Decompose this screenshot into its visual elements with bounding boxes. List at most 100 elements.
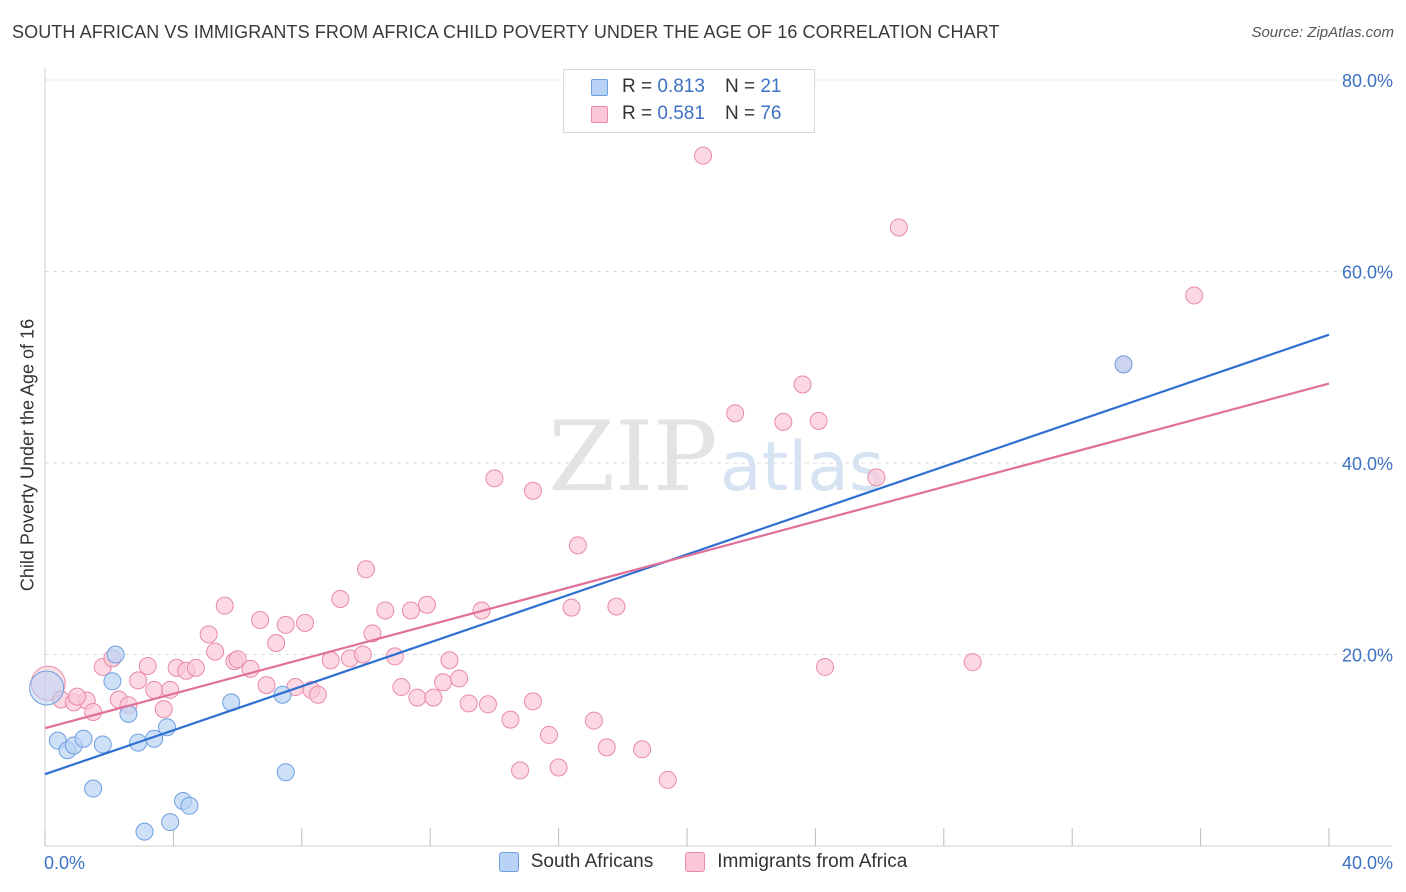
immigrants-point[interactable]: [889, 218, 908, 237]
immigrants-point[interactable]: [308, 685, 327, 704]
chart-title: SOUTH AFRICAN VS IMMIGRANTS FROM AFRICA …: [12, 22, 1000, 42]
south-africans-point[interactable]: [84, 779, 103, 798]
y-tick-label: 60.0%: [1342, 263, 1393, 283]
immigrants-point[interactable]: [267, 634, 286, 653]
immigrants-point[interactable]: [809, 411, 828, 430]
immigrants-point[interactable]: [963, 653, 982, 672]
immigrants-point[interactable]: [257, 676, 276, 695]
immigrants-point[interactable]: [357, 560, 375, 579]
legend-label-immigrants: Immigrants from Africa: [717, 851, 908, 872]
immigrants-point[interactable]: [568, 536, 587, 555]
immigrants-point[interactable]: [417, 595, 436, 614]
immigrants-point[interactable]: [726, 404, 745, 423]
immigrants-point[interactable]: [597, 738, 616, 757]
x-tick-label: 0.0%: [44, 853, 85, 873]
south-africans-point[interactable]: [1114, 355, 1133, 374]
legend-label-south-africans: South Africans: [530, 851, 654, 872]
legend-n-value: 76: [760, 103, 782, 124]
immigrants-point[interactable]: [816, 657, 835, 676]
immigrants-point[interactable]: [1185, 286, 1204, 305]
immigrants-point[interactable]: [331, 589, 350, 608]
south-africans-point[interactable]: [276, 763, 295, 782]
stats-legend: R = 0.813 N = 21 R = 0.581 N = 76: [563, 69, 815, 133]
legend-swatch-blue: [591, 78, 608, 96]
immigrants-point[interactable]: [376, 601, 395, 620]
south-africans-point[interactable]: [161, 813, 180, 832]
immigrants-point[interactable]: [694, 146, 713, 165]
immigrants-point[interactable]: [539, 725, 558, 744]
immigrants-point[interactable]: [408, 688, 427, 707]
south-africans-point[interactable]: [29, 670, 65, 706]
immigrants-point[interactable]: [296, 613, 315, 632]
y-axis-label: Child Poverty Under the Age of 16: [17, 318, 38, 592]
immigrants-point[interactable]: [450, 669, 469, 688]
immigrants-point[interactable]: [501, 710, 520, 729]
legend-n-value: 21: [760, 76, 782, 97]
immigrants-point[interactable]: [353, 645, 372, 664]
y-tick-label: 80.0%: [1342, 71, 1393, 91]
south-africans-point[interactable]: [74, 729, 93, 748]
immigrants-point[interactable]: [793, 375, 812, 394]
immigrants-point[interactable]: [549, 758, 568, 777]
legend-n-label: N =: [724, 103, 756, 124]
immigrants-point[interactable]: [186, 658, 205, 677]
watermark-atlas: atlas: [720, 428, 884, 507]
immigrants-point[interactable]: [774, 412, 793, 431]
legend-n-label: N =: [724, 76, 756, 97]
immigrants-point[interactable]: [478, 695, 497, 714]
immigrants-point[interactable]: [215, 596, 234, 615]
y-tick-label: 40.0%: [1342, 454, 1393, 474]
immigrants-point[interactable]: [511, 761, 530, 780]
immigrants-point[interactable]: [607, 597, 626, 616]
immigrants-point[interactable]: [206, 642, 225, 661]
south-africans-point[interactable]: [93, 735, 112, 754]
legend-r-label: R =: [622, 76, 653, 97]
immigrants-point[interactable]: [523, 692, 542, 711]
grid-layer: [45, 79, 1392, 655]
watermark: ZIP atlas: [548, 401, 884, 513]
immigrants-point[interactable]: [440, 651, 459, 670]
y-tick-label: 20.0%: [1342, 646, 1393, 666]
immigrants-point[interactable]: [523, 481, 542, 500]
series-legend: South Africans Immigrants from Africa: [0, 851, 1406, 873]
south-africans-point[interactable]: [180, 796, 199, 815]
immigrants-point[interactable]: [321, 651, 340, 670]
immigrants-point[interactable]: [401, 601, 420, 620]
legend-item-south-africans[interactable]: South Africans: [498, 851, 654, 873]
immigrants-point[interactable]: [424, 688, 443, 707]
immigrants-point[interactable]: [363, 624, 382, 643]
immigrants-point[interactable]: [633, 740, 652, 759]
south-africans-point[interactable]: [106, 645, 125, 664]
immigrants-point[interactable]: [867, 468, 886, 487]
immigrants-point[interactable]: [434, 673, 453, 692]
south-africans-trend-line: [44, 333, 1330, 776]
south-africans-points: [29, 355, 1133, 841]
legend-r-label: R =: [622, 103, 653, 124]
south-africans-point[interactable]: [135, 822, 154, 841]
immigrants-point[interactable]: [485, 469, 504, 488]
tick-labels: 20.0% 40.0% 60.0% 80.0% 0.0% 40.0%: [44, 71, 1393, 873]
legend-r-value: 0.813: [657, 76, 705, 97]
immigrants-point[interactable]: [228, 650, 247, 669]
immigrants-point[interactable]: [562, 598, 581, 617]
immigrants-point[interactable]: [138, 656, 157, 675]
immigrants-point[interactable]: [392, 678, 411, 697]
south-africans-point[interactable]: [103, 672, 122, 691]
immigrants-point[interactable]: [276, 615, 295, 634]
immigrants-point[interactable]: [658, 770, 677, 789]
x-tick-label: 40.0%: [1342, 853, 1393, 873]
legend-item-immigrants[interactable]: Immigrants from Africa: [685, 851, 907, 873]
watermark-zip: ZIP: [548, 401, 717, 513]
legend-swatch-pink: [591, 105, 608, 123]
axes: [44, 68, 1392, 847]
immigrants-point[interactable]: [145, 680, 164, 699]
immigrants-point[interactable]: [199, 625, 218, 644]
immigrants-point[interactable]: [459, 694, 478, 713]
immigrants-point[interactable]: [68, 687, 87, 706]
immigrants-point[interactable]: [154, 700, 173, 719]
immigrants-point[interactable]: [251, 611, 270, 630]
immigrants-point[interactable]: [129, 671, 148, 690]
legend-row-south-africans: R = 0.813 N = 21: [564, 74, 781, 100]
immigrants-point[interactable]: [584, 711, 603, 730]
